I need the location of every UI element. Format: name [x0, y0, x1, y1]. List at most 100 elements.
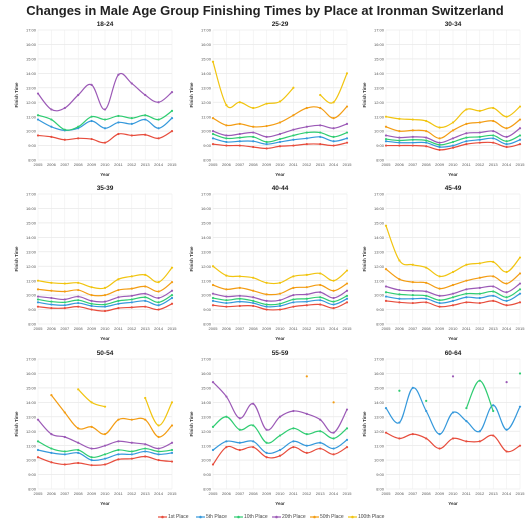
data-point: [225, 295, 228, 298]
x-axis-label: Year: [448, 172, 458, 177]
data-point: [77, 301, 80, 305]
data-point: [505, 296, 508, 299]
y-tick-label: 12:00: [201, 429, 212, 434]
data-point: [238, 300, 241, 303]
panel-18-24: 18-24 8:00 9:00 10:00 11:00 12:00 13:00 14:00 15…: [14, 21, 177, 177]
data-point: [50, 281, 53, 284]
data-point: [384, 134, 388, 137]
data-point: [425, 145, 428, 148]
x-axis-label: Year: [448, 501, 458, 506]
data-point: [50, 394, 53, 397]
x-tick-label: 2010: [276, 326, 286, 331]
x-tick-label: 2007: [235, 162, 245, 167]
data-point: [117, 302, 120, 305]
x-tick-label: 2013: [141, 162, 151, 167]
data-point: [225, 274, 228, 277]
y-tick-label: 16:00: [374, 371, 385, 376]
y-tick-label: 15:00: [201, 56, 212, 61]
data-point: [384, 291, 388, 294]
y-tick-label: 17:00: [201, 192, 212, 197]
data-point: [225, 134, 228, 137]
legend-item: 20th Place: [272, 514, 306, 520]
data-point: [103, 286, 107, 289]
data-point: [438, 148, 441, 151]
data-point: [157, 308, 160, 311]
data-point: [492, 404, 495, 407]
y-tick-label: 13:00: [201, 85, 212, 90]
data-point: [63, 298, 66, 301]
x-tick-label: 2015: [168, 326, 178, 331]
x-tick-label: 2014: [329, 326, 339, 331]
y-tick-label: 17:00: [26, 192, 37, 197]
data-point: [144, 133, 147, 136]
data-point: [252, 289, 255, 292]
panel-title: 55-59: [272, 350, 289, 357]
data-point: [170, 296, 174, 300]
data-point: [292, 134, 295, 137]
data-point: [425, 294, 428, 297]
data-point: [398, 297, 401, 300]
data-point: [438, 305, 441, 308]
y-tick-label: 12:00: [374, 264, 385, 269]
data-point: [425, 266, 428, 269]
data-point: [411, 433, 414, 436]
data-point: [252, 140, 255, 143]
data-point: [319, 124, 322, 127]
data-point: [103, 453, 107, 456]
data-point: [157, 304, 160, 307]
data-point: [345, 301, 349, 304]
y-tick-label: 17:00: [201, 357, 212, 362]
y-tick-label: 15:00: [374, 220, 385, 225]
y-tick-label: 9:00: [376, 307, 385, 312]
data-point: [451, 140, 455, 144]
data-point: [451, 137, 455, 140]
data-point: [505, 140, 508, 143]
data-point: [278, 415, 282, 418]
y-axis-label: Finish Time: [189, 411, 194, 436]
data-point: [278, 304, 282, 308]
data-point: [36, 448, 40, 452]
data-point: [144, 305, 147, 308]
data-point: [332, 296, 335, 300]
x-tick-label: 2013: [316, 326, 326, 331]
data-point: [225, 140, 228, 144]
x-tick-label: 2010: [276, 491, 286, 496]
data-point: [278, 299, 282, 302]
y-tick-label: 10:00: [201, 129, 212, 134]
data-point: [425, 139, 428, 142]
x-axis-label: Year: [275, 501, 285, 506]
data-point: [332, 447, 335, 450]
data-point: [478, 276, 481, 279]
x-tick-label: 2006: [222, 326, 232, 331]
data-point: [332, 127, 335, 130]
data-point: [170, 448, 174, 452]
x-tick-label: 2006: [395, 326, 405, 331]
data-point: [265, 143, 268, 146]
data-point: [157, 137, 160, 140]
data-point: [398, 421, 401, 424]
data-point: [265, 456, 268, 459]
y-tick-label: 11:00: [26, 114, 36, 119]
data-point: [238, 428, 241, 431]
data-point: [305, 273, 308, 276]
data-point: [384, 224, 388, 227]
data-point: [492, 290, 495, 293]
data-point: [492, 294, 495, 297]
figure-title: Changes in Male Age Group Finishing Time…: [26, 3, 504, 18]
data-point: [103, 118, 107, 121]
data-point: [63, 450, 66, 453]
data-point: [50, 447, 53, 450]
data-point: [103, 444, 107, 447]
x-tick-label: 2012: [127, 491, 137, 496]
data-point: [438, 447, 441, 450]
y-tick-label: 13:00: [374, 249, 385, 254]
x-tick-label: 2009: [435, 326, 445, 331]
data-point: [438, 275, 441, 278]
y-tick-label: 12:00: [26, 429, 37, 434]
data-point: [90, 302, 93, 305]
data-point: [345, 446, 349, 449]
data-point: [265, 428, 268, 431]
data-point: [411, 144, 414, 147]
data-point: [144, 418, 147, 421]
data-point: [117, 299, 120, 302]
